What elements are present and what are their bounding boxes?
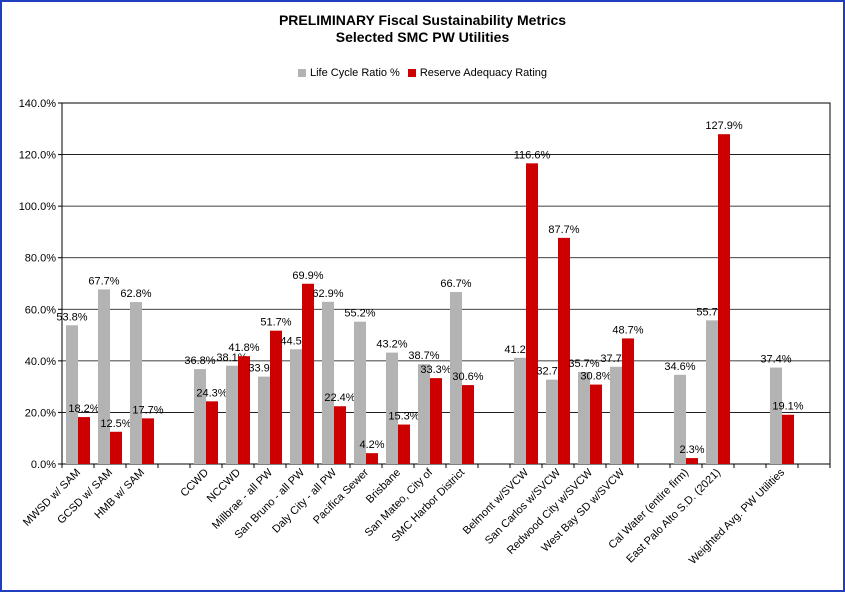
legend-swatch-reserve-adequacy <box>407 69 416 77</box>
y-tick-label: 40.0% <box>25 356 56 368</box>
chart-subtitle: Selected SMC PW Utilities <box>335 29 510 45</box>
y-tick-label: 20.0% <box>25 407 56 419</box>
bar-life-cycle <box>770 367 782 464</box>
bar-life-cycle <box>706 320 718 464</box>
data-label: 36.8% <box>184 355 215 367</box>
y-tick-label: 140.0% <box>19 98 57 110</box>
bar-reserve-adequacy <box>206 401 218 464</box>
data-label: 51.7% <box>260 317 291 329</box>
legend-swatch-life-cycle <box>297 69 306 77</box>
bar-reserve-adequacy <box>686 458 698 464</box>
data-label: 30.6% <box>452 371 483 383</box>
bar-reserve-adequacy <box>270 330 282 464</box>
bar-reserve-adequacy <box>142 418 154 464</box>
bar-reserve-adequacy <box>110 431 122 464</box>
legend-label-reserve-adequacy: Reserve Adequacy Rating <box>419 67 548 79</box>
data-label: 18.2% <box>68 403 99 415</box>
y-tick-label: 60.0% <box>25 304 56 316</box>
legend-item-life-cycle: Life Cycle Ratio % <box>297 67 400 79</box>
bar-life-cycle <box>226 365 238 464</box>
bar-life-cycle <box>322 301 334 464</box>
legend-label-life-cycle: Life Cycle Ratio % <box>309 67 400 79</box>
bar-reserve-adequacy <box>526 163 538 465</box>
data-label: 41.8% <box>228 342 259 354</box>
data-label: 17.7% <box>132 404 163 416</box>
bar-life-cycle <box>354 321 366 464</box>
data-label: 116.6% <box>514 149 551 161</box>
data-label: 22.4% <box>324 392 355 404</box>
bar-reserve-adequacy <box>558 237 570 464</box>
bar-reserve-adequacy <box>430 378 442 464</box>
data-label: 48.7% <box>612 324 643 336</box>
legend-item-reserve-adequacy: Reserve Adequacy Rating <box>407 67 548 79</box>
bar-life-cycle <box>194 369 206 464</box>
chart-title: PRELIMINARY Fiscal Sustainability Metric… <box>278 12 567 28</box>
data-label: 34.6% <box>664 361 695 373</box>
bar-life-cycle <box>578 371 590 464</box>
bar-life-cycle <box>258 376 270 464</box>
bar-reserve-adequacy <box>590 384 602 464</box>
bar-life-cycle <box>418 364 430 464</box>
bar-life-cycle <box>98 289 110 464</box>
data-label: 53.8% <box>56 311 87 323</box>
data-label: 55.2% <box>344 308 375 320</box>
data-label: 2.3% <box>679 444 704 456</box>
bar-reserve-adequacy <box>334 406 346 464</box>
bar-reserve-adequacy <box>238 356 250 464</box>
x-tick-label: Pacifica Sewer <box>311 466 371 526</box>
data-label: 35.7% <box>568 358 599 370</box>
bar-life-cycle <box>610 366 622 464</box>
data-label: 19.1% <box>772 401 803 413</box>
chart-legend: Life Cycle Ratio % Reserve Adequacy Rati… <box>0 67 845 79</box>
bar-reserve-adequacy <box>302 283 314 464</box>
data-label: 87.7% <box>548 224 579 236</box>
data-label: 62.9% <box>312 288 343 300</box>
data-label: 43.2% <box>376 339 407 351</box>
data-label: 69.9% <box>292 270 323 282</box>
data-label: 66.7% <box>440 278 471 290</box>
data-label: 30.8% <box>580 371 611 383</box>
bar-reserve-adequacy <box>622 338 634 464</box>
bar-reserve-adequacy <box>398 424 410 464</box>
y-tick-label: 80.0% <box>25 253 56 265</box>
data-label: 24.3% <box>196 387 227 399</box>
data-label: 37.4% <box>760 354 791 366</box>
data-label: 38.7% <box>408 350 439 362</box>
data-label: 127.9% <box>705 120 743 132</box>
bar-life-cycle <box>66 325 78 464</box>
x-tick-label: MWSD w/ SAM <box>21 467 83 529</box>
x-tick-label: GCSD w/ SAM <box>55 467 115 527</box>
y-tick-label: 100.0% <box>19 201 57 213</box>
bar-reserve-adequacy <box>78 417 90 464</box>
data-label: 33.3% <box>420 364 451 376</box>
bar-reserve-adequacy <box>782 414 794 464</box>
bar-life-cycle <box>290 349 302 464</box>
y-tick-label: 0.0% <box>31 459 56 471</box>
bar-life-cycle <box>386 352 398 464</box>
bar-reserve-adequacy <box>366 453 378 464</box>
bar-life-cycle <box>546 379 558 464</box>
data-label: 15.3% <box>388 411 419 423</box>
bar-life-cycle <box>674 374 686 464</box>
data-label: 12.5% <box>100 418 131 430</box>
bar-reserve-adequacy <box>718 134 730 464</box>
data-label: 67.7% <box>88 275 119 287</box>
data-label: 4.2% <box>359 439 384 451</box>
y-tick-label: 120.0% <box>19 150 57 162</box>
bar-reserve-adequacy <box>462 385 474 464</box>
bar-life-cycle <box>130 302 142 464</box>
bar-life-cycle <box>514 357 526 464</box>
data-label: 62.8% <box>120 288 151 300</box>
bar-life-cycle <box>450 292 462 464</box>
